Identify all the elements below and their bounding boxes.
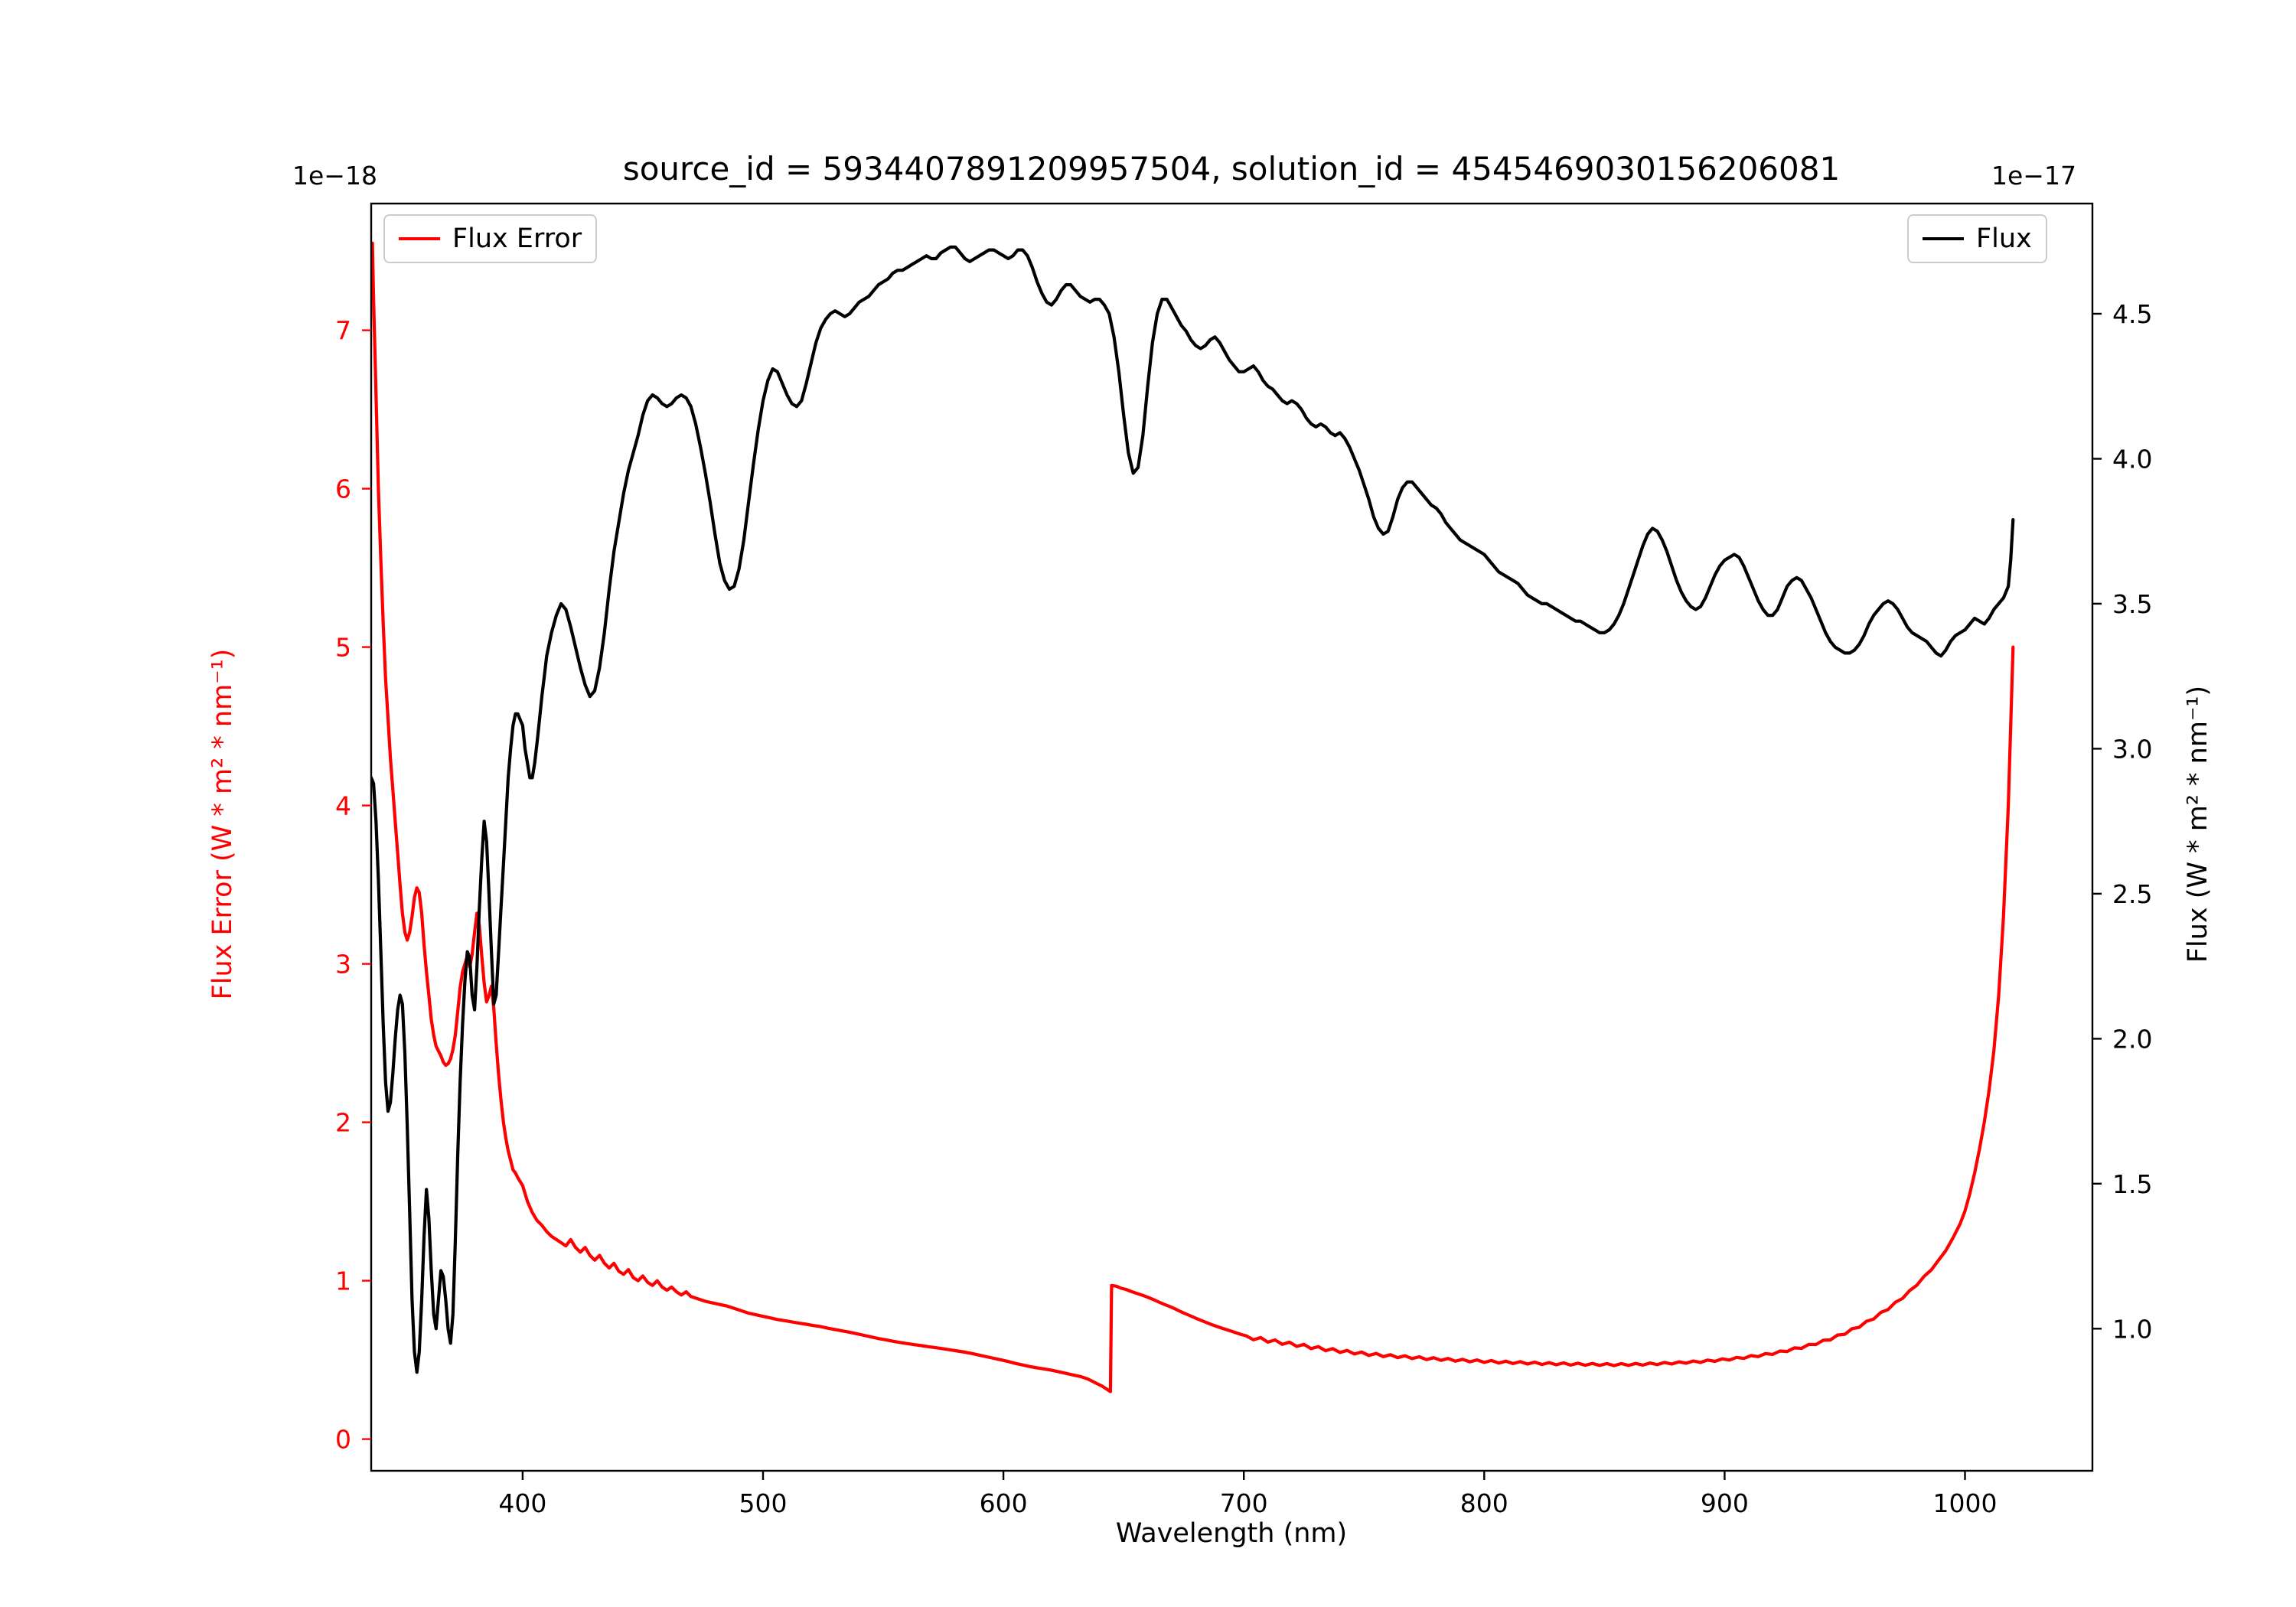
svg-text:700: 700 — [1220, 1488, 1268, 1518]
svg-text:6: 6 — [335, 474, 351, 504]
chart-title: source_id = 5934407891209957504, solutio… — [622, 150, 1841, 187]
left-axis-offset-text: 1e−18 — [292, 161, 377, 191]
flux-line-swatch — [1923, 236, 1964, 241]
x-axis-label: Wavelength (nm) — [1115, 1518, 1348, 1549]
svg-text:500: 500 — [739, 1488, 788, 1518]
left-axis-label: Flux Error (W * m² * nm⁻¹) — [207, 648, 238, 1000]
legend-flux-label: Flux — [1976, 223, 2032, 254]
svg-text:2: 2 — [335, 1108, 351, 1138]
legend-flux-error: Flux Error — [383, 214, 598, 263]
svg-text:4.0: 4.0 — [2112, 445, 2152, 474]
svg-text:3: 3 — [335, 950, 351, 980]
flux-error-line-swatch — [399, 236, 440, 241]
svg-text:600: 600 — [980, 1488, 1028, 1518]
svg-text:1.0: 1.0 — [2112, 1314, 2152, 1344]
svg-text:1.5: 1.5 — [2112, 1169, 2152, 1199]
svg-text:1: 1 — [335, 1266, 351, 1296]
svg-text:3.5: 3.5 — [2112, 589, 2152, 619]
legend-flux: Flux — [1907, 214, 2047, 263]
svg-text:7: 7 — [335, 316, 351, 346]
svg-text:4.5: 4.5 — [2112, 299, 2152, 329]
svg-text:5: 5 — [335, 633, 351, 663]
svg-text:900: 900 — [1701, 1488, 1749, 1518]
right-axis-offset-text: 1e−17 — [1991, 161, 2076, 191]
right-axis-label: Flux (W * m² * nm⁻¹) — [2183, 685, 2213, 963]
svg-text:2.0: 2.0 — [2112, 1024, 2152, 1054]
legend-flux-error-label: Flux Error — [452, 223, 582, 254]
svg-text:800: 800 — [1460, 1488, 1508, 1518]
svg-text:0: 0 — [335, 1425, 351, 1455]
svg-text:4: 4 — [335, 791, 351, 821]
svg-text:3.0: 3.0 — [2112, 734, 2152, 764]
svg-text:400: 400 — [498, 1488, 546, 1518]
svg-text:2.5: 2.5 — [2112, 879, 2152, 909]
svg-text:1000: 1000 — [1933, 1488, 1998, 1518]
